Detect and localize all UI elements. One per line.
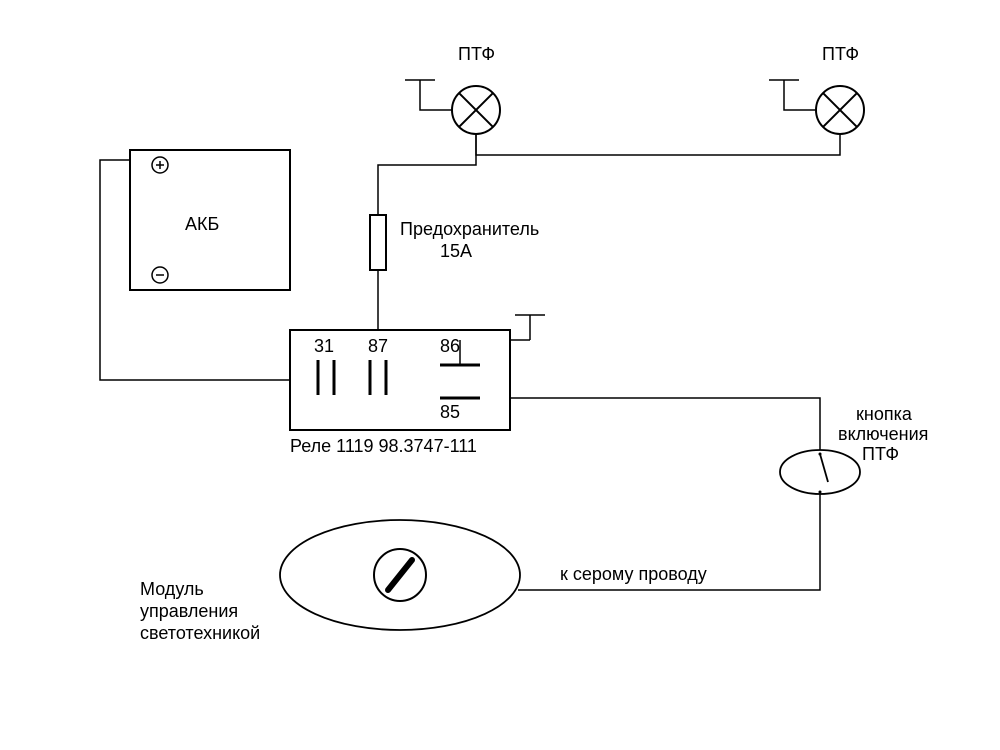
lamp-ptf-2 xyxy=(816,86,864,134)
grey-wire-label: к серому проводу xyxy=(560,564,707,584)
svg-text:светотехникой: светотехникой xyxy=(140,623,260,643)
relay-label: Реле 1119 98.3747-111 xyxy=(290,436,477,456)
module-label: Модуль xyxy=(140,579,204,599)
svg-text:управления: управления xyxy=(140,601,238,621)
fuse-rating: 15А xyxy=(440,241,472,261)
relay-pin-85: 85 xyxy=(440,402,460,422)
svg-text:ПТФ: ПТФ xyxy=(862,444,899,464)
svg-text:включения: включения xyxy=(838,424,928,444)
relay-pin-87: 87 xyxy=(368,336,388,356)
battery-label: АКБ xyxy=(185,214,219,234)
fuse-label: Предохранитель xyxy=(400,219,539,239)
switch-label: кнопка xyxy=(856,404,913,424)
relay-pin-31: 31 xyxy=(314,336,334,356)
lamp-ptf-1 xyxy=(452,86,500,134)
lamp-label: ПТФ xyxy=(458,44,495,64)
lamp-label: ПТФ xyxy=(822,44,859,64)
relay-pin-86: 86 xyxy=(440,336,460,356)
fuse xyxy=(370,215,386,270)
